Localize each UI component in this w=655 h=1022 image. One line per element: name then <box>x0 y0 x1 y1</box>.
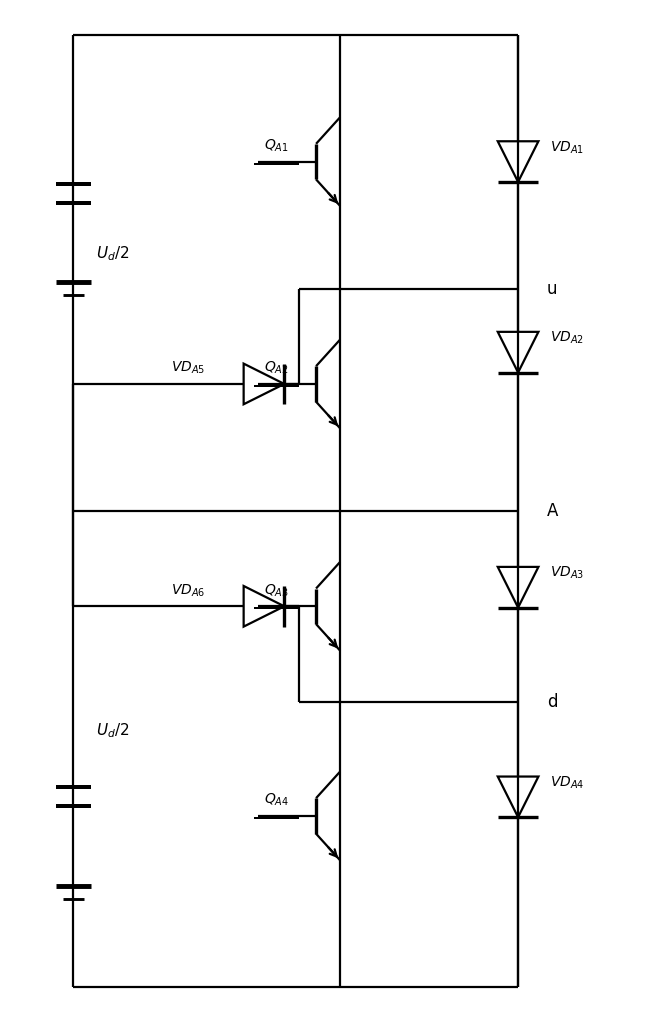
Text: $U_d/2$: $U_d/2$ <box>96 721 129 740</box>
Text: $Q_{A1}$: $Q_{A1}$ <box>264 138 289 154</box>
Text: $Q_{A3}$: $Q_{A3}$ <box>264 583 289 599</box>
Text: $Q_{A4}$: $Q_{A4}$ <box>264 792 290 808</box>
Text: $VD_{A1}$: $VD_{A1}$ <box>550 139 584 155</box>
Text: $VD_{A3}$: $VD_{A3}$ <box>550 565 584 582</box>
Text: A: A <box>547 502 558 520</box>
Text: d: d <box>547 693 557 710</box>
Text: $VD_{A4}$: $VD_{A4}$ <box>550 775 584 791</box>
Text: $VD_{A5}$: $VD_{A5}$ <box>172 360 206 376</box>
Text: $VD_{A6}$: $VD_{A6}$ <box>171 583 206 599</box>
Text: u: u <box>547 280 557 297</box>
Text: $U_d/2$: $U_d/2$ <box>96 244 129 263</box>
Text: $Q_{A2}$: $Q_{A2}$ <box>264 360 289 376</box>
Text: $VD_{A2}$: $VD_{A2}$ <box>550 330 584 346</box>
